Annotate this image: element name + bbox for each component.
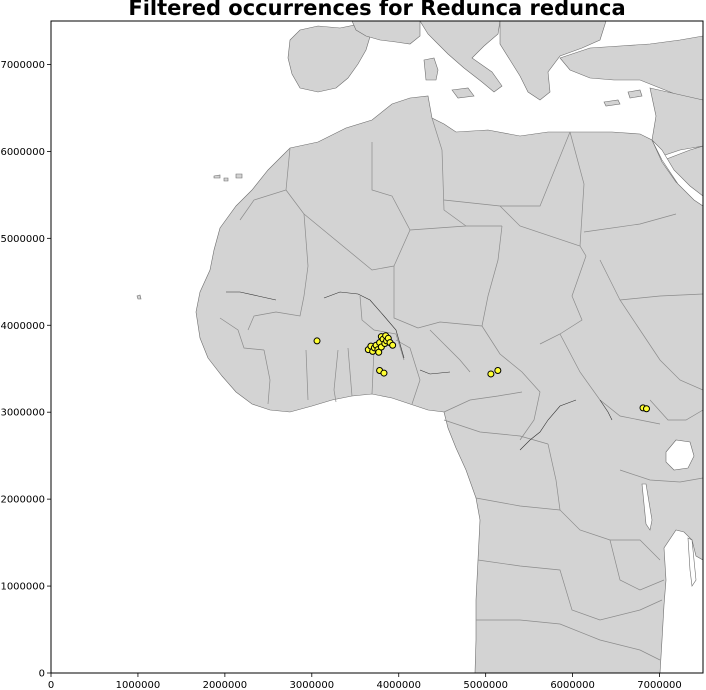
occurrence-point [380, 369, 388, 377]
occurrence-point [642, 405, 650, 413]
cyprus-island [627, 89, 643, 99]
sardinia-island [423, 57, 439, 81]
x-axis: 0 1000000 2000000 3000000 4000000 5000000 6000… [48, 673, 682, 690]
occurrence-point [487, 370, 495, 378]
occurrence-markers [313, 332, 650, 413]
cape-verde-island [136, 294, 142, 300]
x-tick-label: 6000000 [550, 680, 595, 690]
country-borders [219, 117, 703, 661]
lake-victoria [665, 439, 695, 471]
axes-frame [50, 20, 704, 674]
rivers [226, 291, 613, 451]
italy-landmass [419, 21, 503, 93]
occurrence-point [494, 366, 502, 374]
y-tick-label: 4000000 [0, 321, 45, 332]
x-tick-label: 2000000 [203, 680, 248, 690]
sicily-island [451, 87, 475, 99]
y-tick-label: 0 [39, 669, 45, 680]
balkans-landmass [499, 21, 607, 101]
y-tick-label: 1000000 [0, 582, 45, 593]
x-tick-label: 0 [48, 680, 54, 690]
red-sea [651, 139, 703, 207]
basemap [136, 21, 703, 673]
canary-islands [213, 173, 243, 182]
africa-landmass [195, 95, 703, 673]
x-tick-label: 1000000 [116, 680, 161, 690]
x-tick-label: 4000000 [376, 680, 421, 690]
y-tick-label: 5000000 [0, 234, 45, 245]
x-tick-label: 7000000 [637, 680, 682, 690]
y-tick-label: 6000000 [0, 147, 45, 158]
occurrence-point [389, 341, 397, 349]
y-tick-label: 2000000 [0, 495, 45, 506]
iberia-landmass [287, 23, 373, 93]
x-tick-label: 5000000 [463, 680, 508, 690]
lake-tanganyika [641, 483, 653, 531]
x-tick-label: 3000000 [290, 680, 335, 690]
page-title: Filtered occurrences for Redunca redunca [128, 0, 626, 20]
crete-island [603, 99, 621, 107]
y-tick-label: 3000000 [0, 408, 45, 419]
occurrence-point [313, 337, 321, 345]
y-tick-label: 7000000 [0, 60, 45, 71]
levant-landmass [649, 87, 703, 157]
france-landmass [351, 21, 421, 45]
y-axis: 0 1000000 2000000 3000000 4000000 5000000 6000… [0, 60, 51, 680]
lake-malawi [687, 537, 697, 587]
